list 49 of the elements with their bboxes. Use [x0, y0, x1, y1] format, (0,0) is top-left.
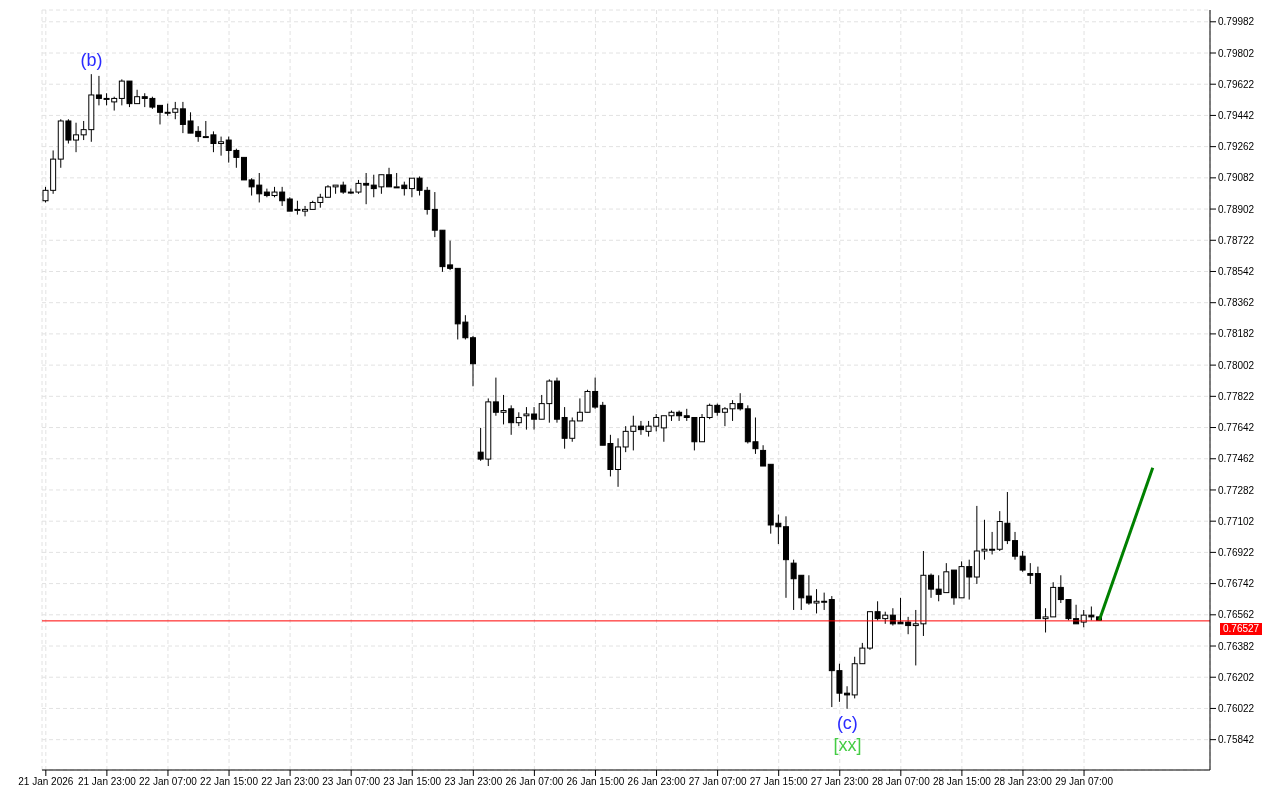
y-tick-label: 0.76922 — [1218, 546, 1255, 558]
y-tick-label: 0.79802 — [1218, 47, 1255, 59]
y-tick-label: 0.79082 — [1218, 172, 1255, 184]
y-tick-label: 0.79982 — [1218, 16, 1255, 28]
y-tick-label: 0.77462 — [1218, 453, 1255, 465]
y-tick-label: 0.78182 — [1218, 328, 1255, 340]
y-tick-label: 0.77822 — [1218, 390, 1255, 402]
annotation: (b) — [80, 50, 103, 71]
x-tick-label: 23 Jan 15:00 — [383, 776, 442, 788]
x-tick-label: 27 Jan 07:00 — [688, 776, 747, 788]
x-tick-label: 22 Jan 23:00 — [261, 776, 320, 788]
y-tick-label: 0.78362 — [1218, 297, 1255, 309]
x-tick-label: 21 Jan 2026 — [18, 776, 74, 788]
y-tick-label: 0.77282 — [1218, 484, 1255, 496]
y-tick-label: 0.76022 — [1218, 702, 1255, 714]
x-tick-label: 29 Jan 07:00 — [1055, 776, 1114, 788]
annotation: (c) — [836, 712, 858, 733]
x-tick-label: 23 Jan 07:00 — [322, 776, 381, 788]
x-tick-label: 22 Jan 07:00 — [139, 776, 198, 788]
y-tick-label: 0.78002 — [1218, 359, 1255, 371]
x-tick-label: 21 Jan 23:00 — [77, 776, 137, 788]
x-tick-label: 23 Jan 23:00 — [444, 776, 503, 788]
x-tick-label: 26 Jan 23:00 — [627, 776, 686, 788]
y-tick-label: 0.75842 — [1218, 734, 1255, 746]
y-tick-label: 0.78902 — [1218, 203, 1255, 215]
candlestick — [1027, 562, 1034, 585]
x-tick-label: 26 Jan 15:00 — [566, 776, 625, 788]
y-tick-label: 0.76382 — [1218, 640, 1255, 652]
candlestick — [1019, 550, 1026, 573]
x-tick-label: 28 Jan 15:00 — [932, 776, 992, 788]
candlestick — [760, 444, 767, 467]
y-tick-label: 0.79262 — [1218, 141, 1255, 153]
y-tick-label: 0.77642 — [1218, 422, 1255, 434]
y-tick-label: 0.79442 — [1218, 109, 1255, 121]
x-tick-label: 26 Jan 07:00 — [505, 776, 564, 788]
y-tick-label: 0.77102 — [1218, 515, 1255, 527]
x-tick-label: 27 Jan 15:00 — [749, 776, 809, 788]
ref-line-label: 0.76527 — [1220, 622, 1263, 635]
y-tick-label: 0.78722 — [1218, 234, 1255, 246]
x-tick-label: 27 Jan 23:00 — [810, 776, 870, 788]
y-tick-label: 0.78542 — [1218, 266, 1255, 278]
y-tick-label: 0.76562 — [1218, 609, 1255, 621]
y-tick-label: 0.76742 — [1218, 578, 1255, 590]
y-tick-label: 0.79622 — [1218, 78, 1255, 90]
x-tick-label: 28 Jan 07:00 — [871, 776, 931, 788]
x-tick-label: 28 Jan 23:00 — [994, 776, 1053, 788]
y-tick-label: 0.76202 — [1218, 671, 1255, 683]
x-tick-label: 22 Jan 15:00 — [200, 776, 259, 788]
annotation: [xx] — [833, 734, 862, 755]
